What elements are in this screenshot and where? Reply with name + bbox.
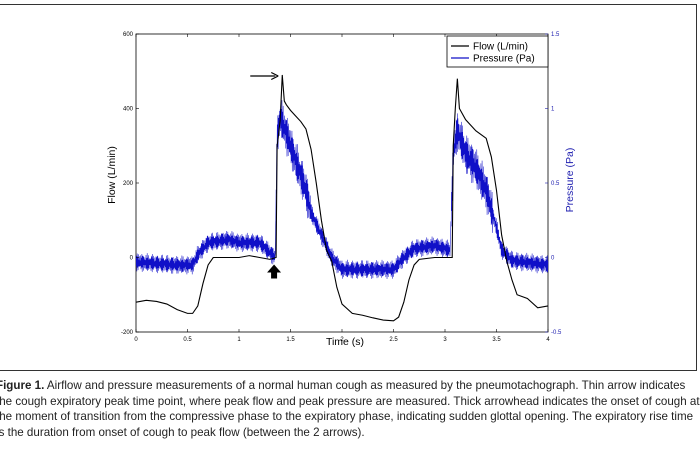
- y2-tick-label: 1: [551, 107, 555, 113]
- legend-label-flow: Flow (L/min): [473, 42, 528, 53]
- thick-arrowhead: [267, 264, 282, 279]
- y-tick-label: 400: [123, 107, 134, 113]
- legend-label-pressure: Pressure (Pa): [473, 54, 535, 65]
- y-tick-label: 600: [123, 32, 134, 38]
- x-tick-label: 0: [134, 337, 138, 343]
- pressure-series: [135, 100, 549, 280]
- x-tick-label: 3: [443, 337, 447, 343]
- figure-caption: Figure 1. Airflow and pressure measureme…: [0, 378, 700, 440]
- y2-axis-label: Pressure (Pa): [564, 148, 576, 213]
- flow-series: [135, 74, 549, 322]
- y-tick-label: -200: [121, 330, 134, 336]
- y-tick-label: 0: [130, 256, 134, 262]
- thin-arrow-head: [270, 71, 279, 81]
- x-tick-label: 1.5: [286, 337, 295, 343]
- legend: Flow (L/min) Pressure (Pa): [446, 35, 549, 68]
- y2-tick-label: 1.5: [551, 32, 560, 38]
- x-tick-label: 2.5: [389, 337, 398, 343]
- flow-line: [135, 74, 549, 322]
- chart: 0 0.5 1 1.5 2 2.5 3 3.5 4-2000200400600-0.500.51…: [106, 32, 576, 348]
- y2-tick-label: 0.5: [551, 181, 560, 187]
- y-axis-label: Flow (L/min): [106, 146, 118, 204]
- pressure-line: [135, 100, 549, 280]
- x-tick-label: 4: [546, 337, 550, 343]
- x-axis-label: Time (s): [326, 336, 364, 348]
- x-tick-label: 0.5: [183, 337, 192, 343]
- x-tick-label: 2: [340, 337, 344, 343]
- y-tick-label: 200: [123, 181, 134, 187]
- figure-frame: 0 0.5 1 1.5 2 2.5 3 3.5 4 -200 0 200 400 600 -0.5 0 0.5 1…: [0, 4, 697, 371]
- caption-label: Figure 1.: [0, 379, 45, 392]
- caption-text: Airflow and pressure measurements of a n…: [0, 379, 700, 439]
- annotations: [250, 71, 282, 279]
- y2-tick-label: -0.5: [551, 330, 562, 336]
- legend-box: [446, 35, 549, 68]
- x-tick-label: 3.5: [492, 337, 501, 343]
- y2-tick-label: 0: [551, 256, 555, 262]
- x-tick-label: 1: [237, 337, 241, 343]
